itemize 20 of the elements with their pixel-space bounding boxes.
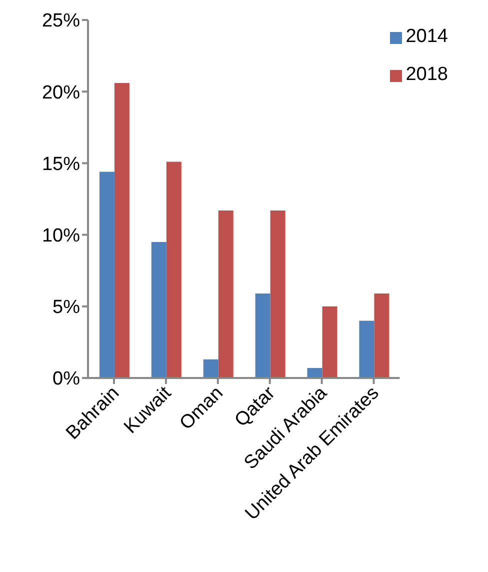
bar [166,162,182,378]
y-tick-label: 25% [42,10,80,32]
bar [255,294,270,378]
y-tick-label: 5% [52,297,80,318]
y-tick-label: 15% [42,154,80,175]
y-tick-label: 0% [52,368,80,390]
bar [374,294,390,378]
bar [151,242,166,378]
bar [307,368,322,378]
bar [270,210,286,378]
y-tick-label: 10% [42,226,80,247]
legend-label: 2014 [406,26,448,47]
y-tick-label: 20% [42,82,80,104]
bar [218,210,234,378]
bar [203,359,218,378]
bar [114,83,130,378]
bar [322,306,338,378]
bar [359,320,374,378]
legend-label: 2018 [406,64,448,85]
bar [99,172,114,378]
